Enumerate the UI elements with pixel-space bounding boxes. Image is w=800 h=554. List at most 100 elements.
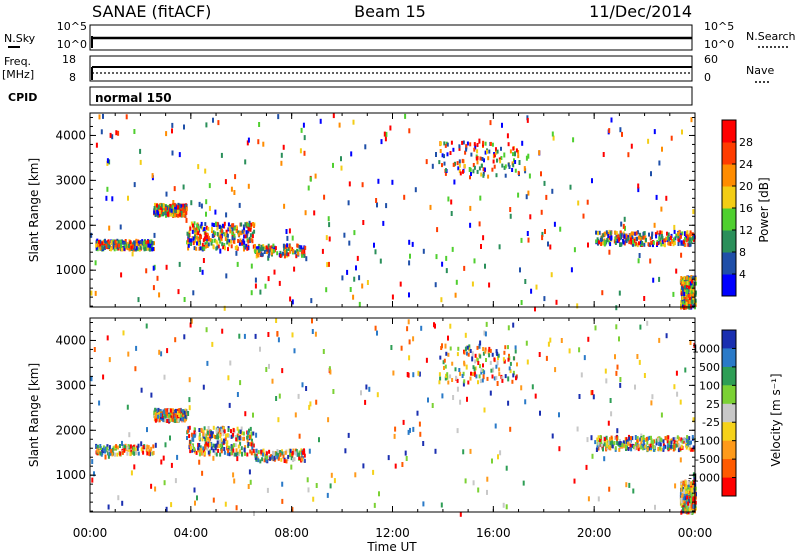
power-echo-cell — [512, 146, 515, 151]
velocity-echo-cell — [684, 508, 687, 513]
velocity-echo-cell — [492, 367, 495, 373]
velocity-echo-cell — [217, 448, 220, 453]
power-echo-cell — [518, 160, 521, 165]
time-xlabel: Time UT — [366, 540, 417, 554]
power-echo-cell — [283, 249, 286, 254]
velocity-echo-cell — [99, 451, 102, 456]
power-echo-cell — [461, 158, 464, 163]
velocity-echo-cell — [222, 432, 225, 437]
velocity-echo-cell — [394, 463, 397, 469]
velocity-echo-cell — [525, 340, 528, 346]
velocity-echo-cell — [303, 450, 306, 455]
power-echo-cell — [124, 244, 127, 249]
power-echo-cell — [620, 242, 623, 247]
power-echo-cell — [167, 205, 170, 210]
velocity-echo-cell — [657, 447, 660, 451]
velocity-echo-cell — [294, 412, 297, 418]
power-echo-cell — [141, 239, 144, 244]
power-echo-cell — [151, 247, 154, 252]
velocity-echo-cell — [484, 347, 487, 352]
velocity-echo-cell — [405, 456, 408, 461]
power-echo-cell — [500, 156, 503, 160]
velocity-echo-cell — [314, 331, 317, 337]
power-echo-cell — [197, 225, 200, 230]
velocity-echo-cell — [592, 394, 595, 400]
power-echo-cell — [493, 153, 496, 158]
velocity-echo-cell — [406, 326, 409, 332]
power-echo-cell — [278, 280, 281, 286]
power-echo-cell — [441, 163, 443, 168]
power-echo-cell — [375, 198, 378, 203]
velocity-echo-cell — [632, 445, 635, 450]
power-echo-cell — [684, 300, 687, 305]
velocity-echo-cell — [145, 323, 148, 329]
velocity-echo-cell — [235, 505, 238, 511]
nave-tick-low: 0 — [704, 71, 711, 84]
power-echo-cell — [458, 169, 461, 174]
power-echo-cell — [514, 151, 516, 157]
velocity-echo-cell — [206, 446, 209, 451]
power-echo-cell — [220, 225, 223, 230]
power-echo-cell — [251, 239, 254, 244]
power-echo-cell — [294, 250, 297, 255]
power-echo-cell — [559, 226, 562, 232]
velocity-echo-cell — [228, 452, 231, 457]
velocity-echo-cell — [470, 371, 472, 376]
power-echo-cell — [475, 156, 478, 161]
velocity-echo-cell — [200, 427, 203, 432]
power-echo-cell — [385, 203, 388, 209]
power-echo-cell — [286, 235, 289, 241]
power-echo-cell — [602, 233, 605, 238]
power-echo-cell — [245, 233, 248, 238]
velocity-echo-cell — [275, 451, 278, 456]
power-echo-cell — [110, 247, 112, 252]
power-echo-cell — [262, 244, 265, 249]
power-echo-cell — [598, 230, 601, 235]
velocity-echo-cell — [284, 450, 287, 455]
velocity-echo-cell — [307, 487, 310, 493]
velocity-echo-cell — [201, 470, 204, 476]
velocity-echo-cell — [662, 443, 665, 448]
power-echo-cell — [207, 242, 210, 247]
power-echo-cell — [609, 231, 612, 236]
velocity-echo-cell — [203, 434, 206, 439]
velocity-echo-cell — [244, 445, 247, 450]
power-echo-cell — [449, 151, 452, 155]
velocity-echo-cell — [608, 441, 611, 446]
velocity-echo-cell — [392, 370, 395, 376]
velocity-echo-cell — [496, 381, 499, 386]
power-echo-cell — [503, 152, 506, 158]
velocity-echo-cell — [673, 444, 676, 449]
power-echo-cell — [149, 239, 152, 244]
power-echo-cell — [285, 249, 288, 253]
power-echo-cell — [116, 238, 119, 243]
power-ylabel: Slant Range [km] — [27, 158, 41, 262]
power-echo-cell — [374, 249, 377, 255]
power-echo-cell — [638, 241, 640, 246]
power-echo-cell — [299, 148, 302, 154]
power-colorbar-label: Power [dB] — [757, 177, 771, 242]
velocity-echo-cell — [210, 430, 213, 435]
power-echo-cell — [268, 248, 271, 253]
power-echo-cell — [553, 221, 556, 227]
power-echo-cell — [298, 244, 301, 249]
velocity-echo-cell — [243, 333, 246, 339]
velocity-echo-cell — [210, 441, 213, 446]
velocity-echo-cell — [658, 442, 661, 446]
power-colorbar-tick-label: 24 — [739, 158, 753, 171]
power-echo-cell — [383, 131, 386, 137]
velocity-echo-cell — [365, 384, 368, 390]
velocity-echo-cell — [199, 445, 202, 450]
velocity-echo-cell — [254, 455, 257, 460]
power-echo-cell — [233, 190, 236, 195]
velocity-echo-cell — [668, 440, 671, 445]
power-echo-cell — [167, 211, 170, 216]
power-echo-cell — [618, 237, 621, 242]
power-echo-cell — [444, 171, 447, 176]
power-echo-cell — [666, 238, 669, 242]
velocity-echo-cell — [688, 498, 691, 503]
velocity-echo-cell — [241, 452, 244, 457]
power-echo-cell — [177, 202, 180, 207]
velocity-echo-cell — [439, 376, 442, 381]
velocity-echo-cell — [679, 399, 682, 405]
